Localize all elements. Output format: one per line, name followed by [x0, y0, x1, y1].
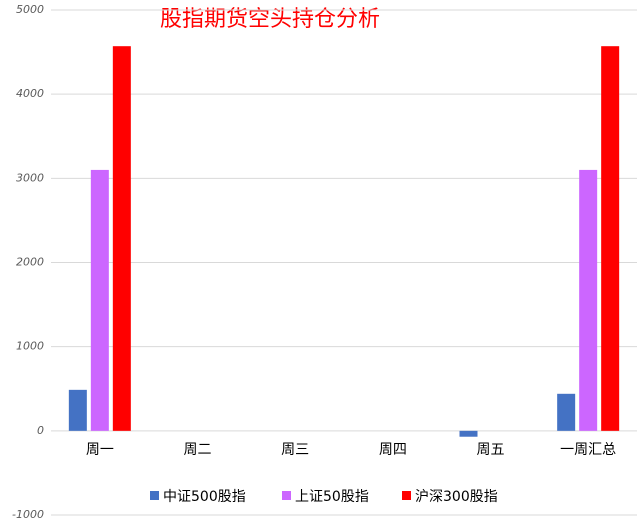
bar [601, 46, 620, 431]
bar [68, 389, 87, 431]
y-tick-label: 5000 [16, 3, 44, 16]
y-tick-label: 4000 [16, 87, 44, 100]
legend-label: 上证50股指 [295, 489, 369, 505]
legend-label: 中证500股指 [163, 489, 246, 505]
bar [459, 430, 478, 437]
legend-label: 沪深300股指 [415, 489, 498, 505]
y-tick-label: -1000 [12, 508, 44, 519]
y-tick-label: 3000 [16, 171, 44, 184]
legend-swatch [150, 491, 159, 500]
y-tick-label: 1000 [16, 340, 44, 353]
bar [557, 393, 576, 431]
x-tick-label: 周五 [477, 442, 505, 458]
x-tick-label: 周一 [86, 442, 114, 458]
bar [579, 169, 598, 431]
y-tick-label: 2000 [16, 256, 44, 269]
bar [90, 169, 109, 431]
x-tick-label: 周三 [281, 442, 309, 458]
legend-swatch [282, 491, 291, 500]
x-tick-label: 周四 [379, 442, 407, 458]
bar [112, 46, 131, 431]
chart-title: 股指期货空头持仓分析 [160, 7, 380, 32]
x-tick-label: 一周汇总 [560, 442, 616, 458]
y-tick-label: 0 [37, 424, 44, 437]
x-tick-label: 周二 [184, 442, 212, 458]
legend-swatch [402, 491, 411, 500]
